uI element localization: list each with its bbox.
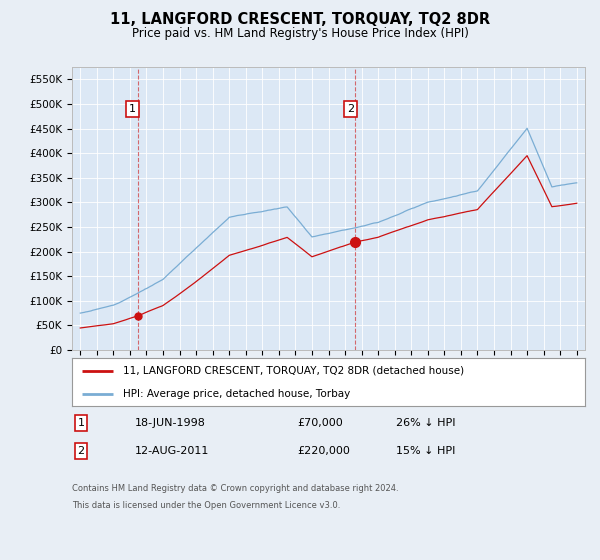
Text: 18-JUN-1998: 18-JUN-1998: [135, 418, 206, 428]
Text: 15% ↓ HPI: 15% ↓ HPI: [396, 446, 455, 456]
Text: 1: 1: [77, 418, 85, 428]
Text: 11, LANGFORD CRESCENT, TORQUAY, TQ2 8DR (detached house): 11, LANGFORD CRESCENT, TORQUAY, TQ2 8DR …: [124, 366, 464, 376]
Text: 12-AUG-2011: 12-AUG-2011: [135, 446, 209, 456]
Text: 1: 1: [129, 104, 136, 114]
Text: Contains HM Land Registry data © Crown copyright and database right 2024.: Contains HM Land Registry data © Crown c…: [72, 484, 398, 493]
Text: This data is licensed under the Open Government Licence v3.0.: This data is licensed under the Open Gov…: [72, 501, 340, 510]
Text: 2: 2: [347, 104, 354, 114]
Text: 2: 2: [77, 446, 85, 456]
Text: 26% ↓ HPI: 26% ↓ HPI: [396, 418, 455, 428]
Text: £220,000: £220,000: [297, 446, 350, 456]
Text: Price paid vs. HM Land Registry's House Price Index (HPI): Price paid vs. HM Land Registry's House …: [131, 27, 469, 40]
Text: HPI: Average price, detached house, Torbay: HPI: Average price, detached house, Torb…: [124, 389, 350, 399]
Text: 11, LANGFORD CRESCENT, TORQUAY, TQ2 8DR: 11, LANGFORD CRESCENT, TORQUAY, TQ2 8DR: [110, 12, 490, 27]
Text: £70,000: £70,000: [297, 418, 343, 428]
